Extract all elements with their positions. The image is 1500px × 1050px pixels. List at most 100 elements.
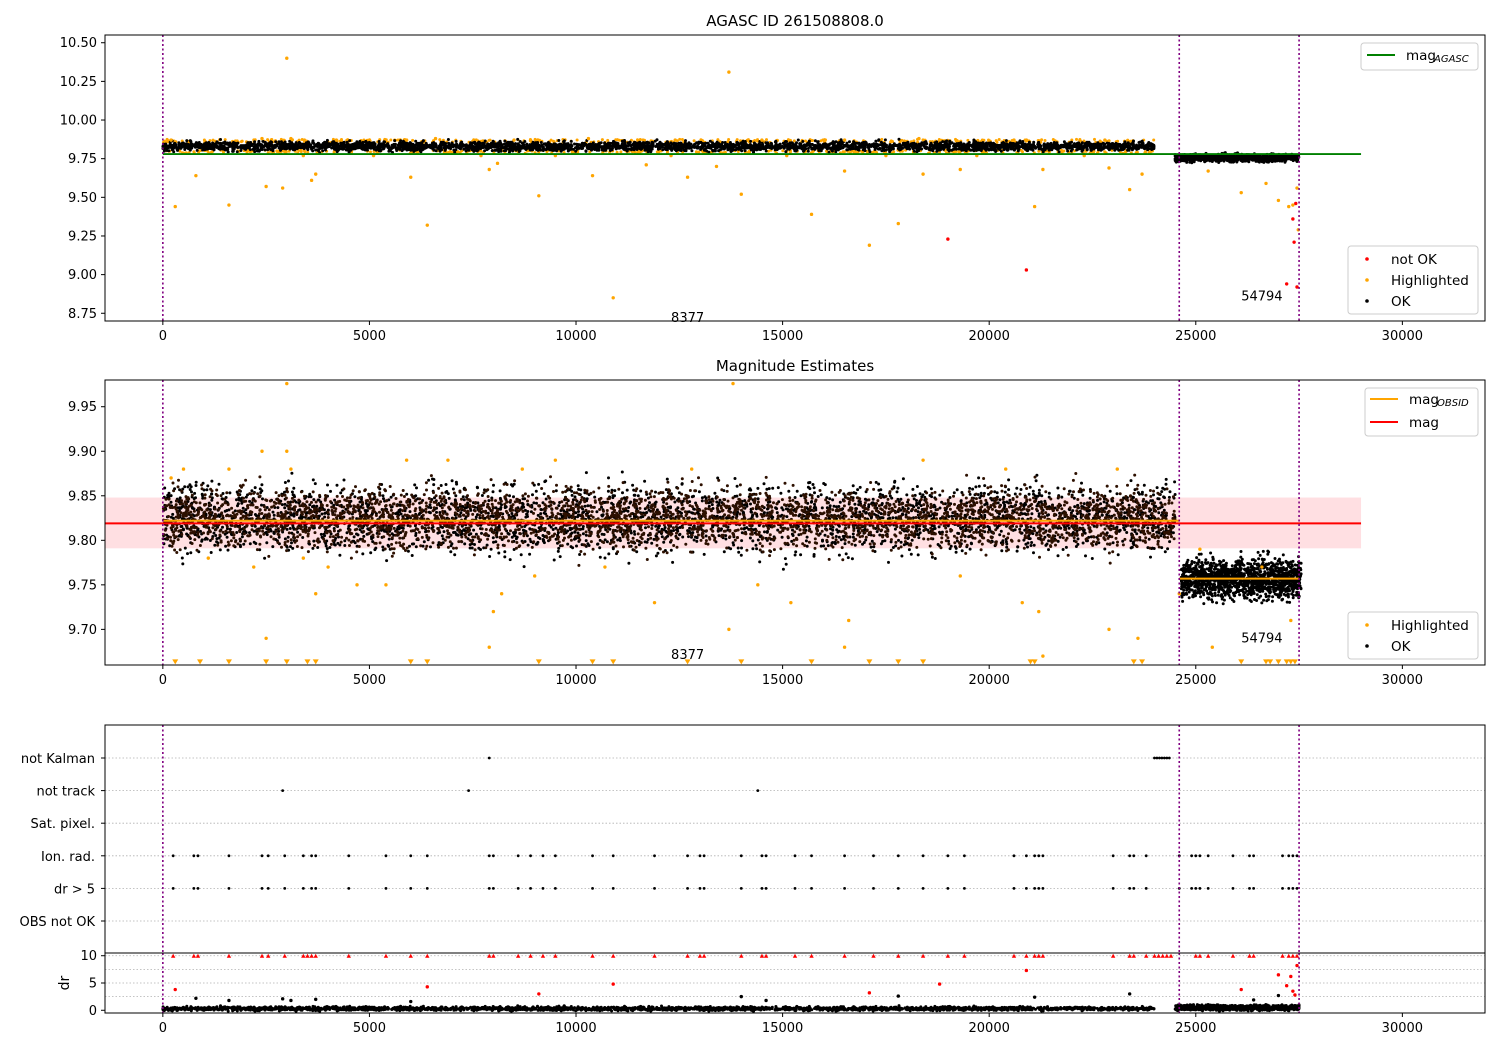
agasc-fringe-point <box>957 150 961 154</box>
agasc-ok-band-0-point <box>219 138 222 141</box>
agasc-fringe-point <box>300 138 304 141</box>
agasc-ok-band-0-point <box>572 147 575 151</box>
agasc-ok-band-0-point <box>891 144 895 148</box>
agasc-fringe-point <box>340 138 343 141</box>
agasc-ok-band-0-point <box>948 140 952 144</box>
agasc-ok-band-0-point <box>935 144 939 148</box>
agasc-ok-band-0-point <box>674 142 678 146</box>
agasc-ok-band-0-point <box>999 149 1003 153</box>
agasc-ok-band-0-point <box>587 142 591 146</box>
agasc-fringe-point <box>615 150 619 154</box>
agasc-ok-band-0-point <box>743 146 747 149</box>
agasc-ok-band-0-point <box>880 149 884 153</box>
agasc-ok-band-0-point <box>217 141 221 145</box>
agasc-ok-band-0-point <box>752 141 756 145</box>
agasc-ok-band-0-point <box>259 146 263 150</box>
agasc-fringe-point <box>411 138 415 142</box>
agasc-ok-band-0-point <box>401 142 405 146</box>
agasc-ok-band-0-point <box>353 142 357 146</box>
agasc-ok-band-0-point <box>1109 143 1113 147</box>
agasc-ok-band-0-point <box>1040 148 1044 151</box>
agasc-ok-band-0-point <box>736 142 740 146</box>
agasc-ok-band-0-point <box>464 149 468 153</box>
agasc-ok-band-0-point <box>908 147 912 151</box>
agasc-ok-band-0-point <box>703 147 707 151</box>
agasc-ok-band-0-point <box>478 146 482 150</box>
agasc-ok-band-0-point <box>348 139 352 143</box>
agasc-ok-band-0-point <box>933 141 937 145</box>
agasc-ok-band-0-point <box>989 146 993 150</box>
agasc-ok-band-0-point <box>845 141 849 145</box>
agasc-ok-band-0-point <box>1152 145 1156 149</box>
agasc-ok-band-0-point <box>470 147 474 151</box>
agasc-ok-band-0-point <box>415 148 419 152</box>
agasc-ok-band-0-point <box>749 139 753 143</box>
agasc-ok-band-0-point <box>825 147 829 151</box>
agasc-ok-band-0-point <box>240 146 244 150</box>
agasc-ok-band-0-point <box>604 144 608 148</box>
agasc-ok-band-0-point <box>729 147 733 150</box>
agasc-ok-band-0-point <box>636 141 640 145</box>
agasc-ok-band-0-point <box>713 149 717 153</box>
agasc-ok-band-0-point <box>504 146 508 150</box>
agasc-ok-band-0-point <box>372 147 376 151</box>
agasc-ok-band-0-point <box>678 145 682 149</box>
agasc-ok-band-0-point <box>393 139 397 143</box>
agasc-ok-band-0-point <box>1070 147 1074 151</box>
agasc-ok-band-0-point <box>576 143 579 147</box>
agasc-ok-band-0-point <box>795 141 798 145</box>
agasc-ok-band-0-point <box>553 144 557 148</box>
agasc-ok-band-0-point <box>266 146 270 150</box>
agasc-fringe-point <box>163 139 167 143</box>
agasc-ok-band-0-point <box>1080 147 1084 151</box>
agasc-ok-band-0-point <box>450 143 454 147</box>
agasc-ok-band-0-point <box>299 145 302 149</box>
agasc-ok-band-0-point <box>432 142 436 146</box>
agasc-ok-band-0-point <box>735 146 739 150</box>
agasc-ok-band-0-point <box>728 141 732 144</box>
agasc-ok-band-0-point <box>743 149 747 153</box>
agasc-ok-band-0-point <box>784 140 788 143</box>
agasc-ok-band-0-point <box>1127 148 1131 152</box>
agasc-fringe-point <box>843 150 846 154</box>
agasc-ok-band-0-point <box>506 140 510 144</box>
agasc-ok-band-0-point <box>874 139 878 143</box>
agasc-ok-band-0-point <box>325 138 329 142</box>
agasc-ok-band-0-point <box>962 142 966 146</box>
agasc-ok-band-0-point <box>1142 144 1146 148</box>
agasc-ok-band-0-point <box>404 141 407 145</box>
agasc-ok-band-0-point <box>627 147 631 151</box>
agasc-ok-band-0-point <box>221 144 224 148</box>
agasc-ok-band-0-point <box>573 142 576 146</box>
agasc-ok-band-0-point <box>987 148 991 152</box>
agasc-ok-band-0-point <box>760 144 764 148</box>
agasc-ok-band-0-point <box>1006 147 1010 151</box>
agasc-ok-band-0-point <box>516 147 520 151</box>
agasc-ok-band-0-point <box>565 142 569 146</box>
agasc-ok-band-0-point <box>319 146 323 150</box>
agasc-ok-band-0-point <box>241 144 245 148</box>
agasc-ok-band-0-point <box>882 143 886 147</box>
agasc-ok-band-0-point <box>905 141 909 145</box>
agasc-ok-band-0-point <box>288 139 292 143</box>
agasc-ok-band-0-point <box>553 148 557 152</box>
agasc-ok-band-0-point <box>771 145 775 149</box>
agasc-ok-band-0-point <box>409 146 413 150</box>
agasc-ok-band-0-point <box>869 145 873 148</box>
agasc-ok-band-0-point <box>287 145 291 149</box>
agasc-ok-band-0-point <box>1141 141 1145 145</box>
agasc-ok-band-0-point <box>355 140 359 144</box>
agasc-ok-band-0-point <box>579 143 583 147</box>
agasc-fringe-point <box>756 138 759 142</box>
agasc-ok-band-0-point <box>235 150 239 154</box>
agasc-ok-band-0-point <box>993 145 997 149</box>
agasc-ok-band-0-point <box>1099 142 1103 146</box>
agasc-ok-band-0-point <box>603 142 607 146</box>
agasc-fringe-point <box>692 139 696 143</box>
agasc-ok-band-0-point <box>325 145 329 148</box>
agasc-ok-band-0-point <box>623 145 626 149</box>
agasc-ok-band-0-point <box>707 150 711 154</box>
agasc-ok-band-0-point <box>364 146 368 150</box>
agasc-ok-band-0-point <box>897 137 901 141</box>
